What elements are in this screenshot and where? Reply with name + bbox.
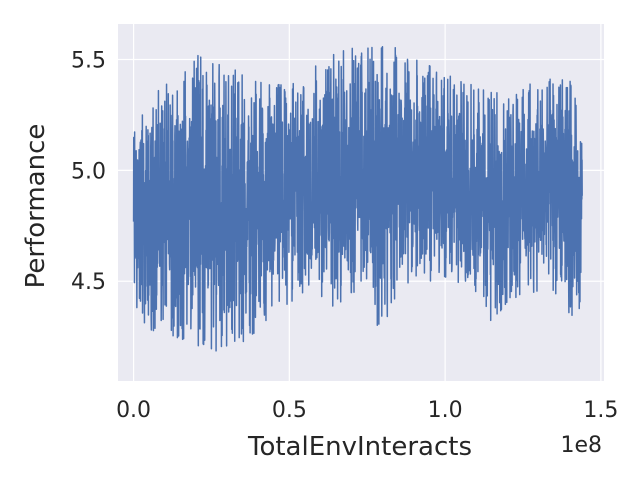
y-tick-label: 4.5 (71, 270, 106, 295)
x-tick-label: 1.5 (583, 398, 618, 423)
x-tick-label: 0.5 (272, 398, 307, 423)
y-axis-label: Performance (21, 124, 51, 289)
performance-series-line (132, 46, 583, 352)
x-tick-label: 1.0 (428, 398, 463, 423)
y-tick-label: 5.5 (71, 48, 106, 73)
x-tick-label: 0.0 (116, 398, 151, 423)
tick-labels: 0.0 0.5 1.0 1.5 4.5 5.0 5.5 (71, 48, 618, 423)
x-axis-label: TotalEnvInteracts (247, 432, 472, 462)
series-marks (132, 46, 583, 352)
y-tick-label: 5.0 (71, 159, 106, 184)
x-offset-label: 1e8 (560, 433, 602, 458)
